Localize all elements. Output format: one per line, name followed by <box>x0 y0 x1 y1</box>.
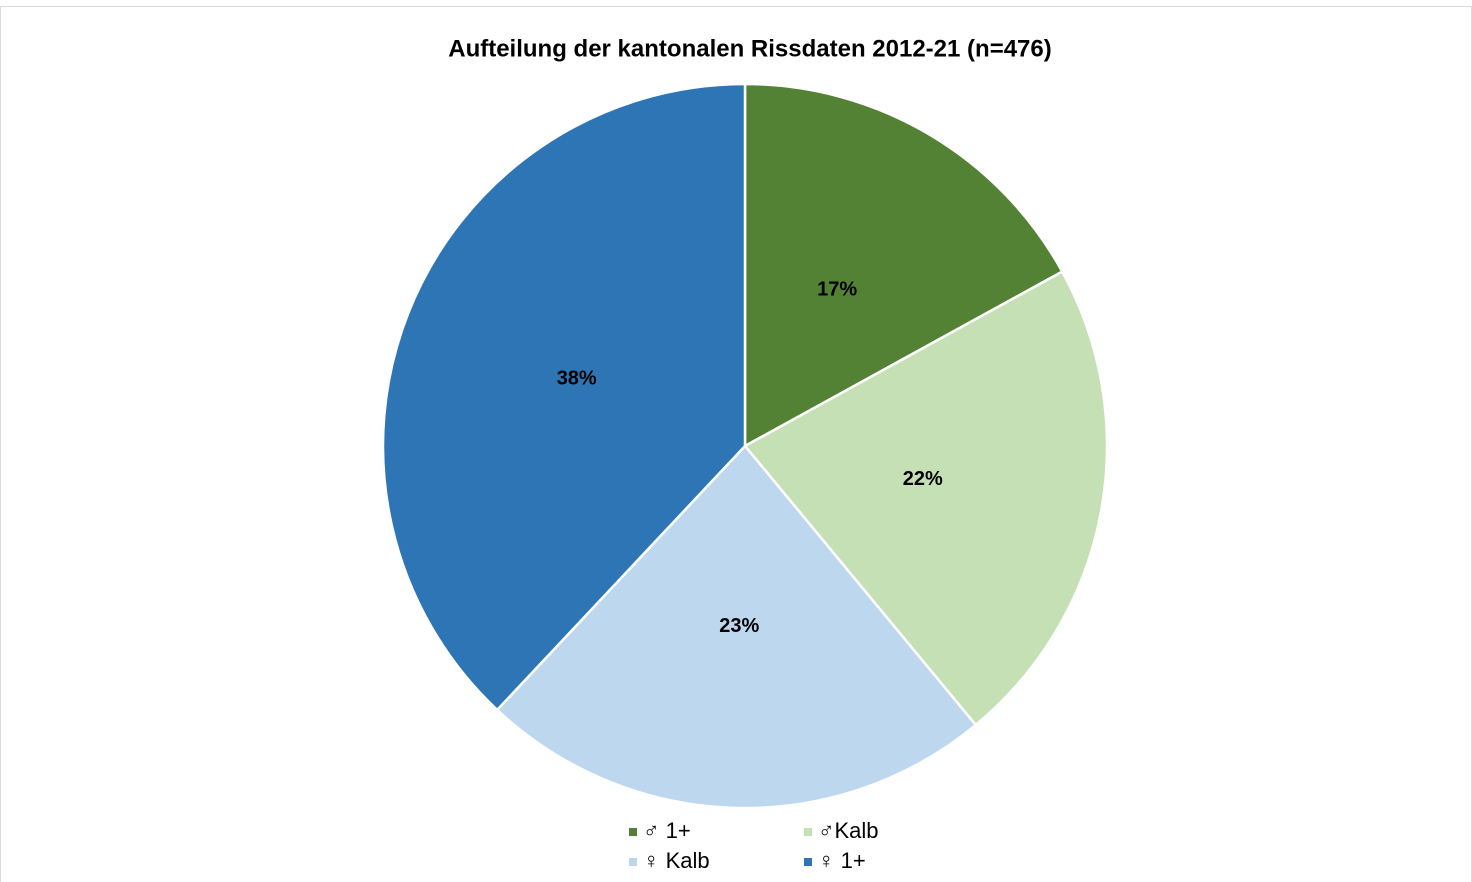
legend-label: ♀ Kalb <box>643 848 710 873</box>
legend-label: ♂Kalb <box>818 818 879 843</box>
data-label: 38% <box>557 368 597 390</box>
pie-slice <box>743 269 1109 727</box>
legend-marker <box>804 828 812 836</box>
data-label: 22% <box>903 468 943 490</box>
legend-label: ♀ 1+ <box>818 848 866 873</box>
pie-slice <box>743 82 1064 449</box>
legend-label: ♂ 1+ <box>643 818 691 843</box>
legend-marker <box>804 858 812 866</box>
legend-marker <box>629 858 637 866</box>
legend-marker <box>629 828 637 836</box>
pie-slice <box>495 444 978 810</box>
pie-slice <box>381 82 747 712</box>
data-label: 17% <box>817 278 857 300</box>
data-label: 23% <box>719 615 759 637</box>
chart-title: Aufteilung der kantonalen Rissdaten 2012… <box>448 35 1052 62</box>
